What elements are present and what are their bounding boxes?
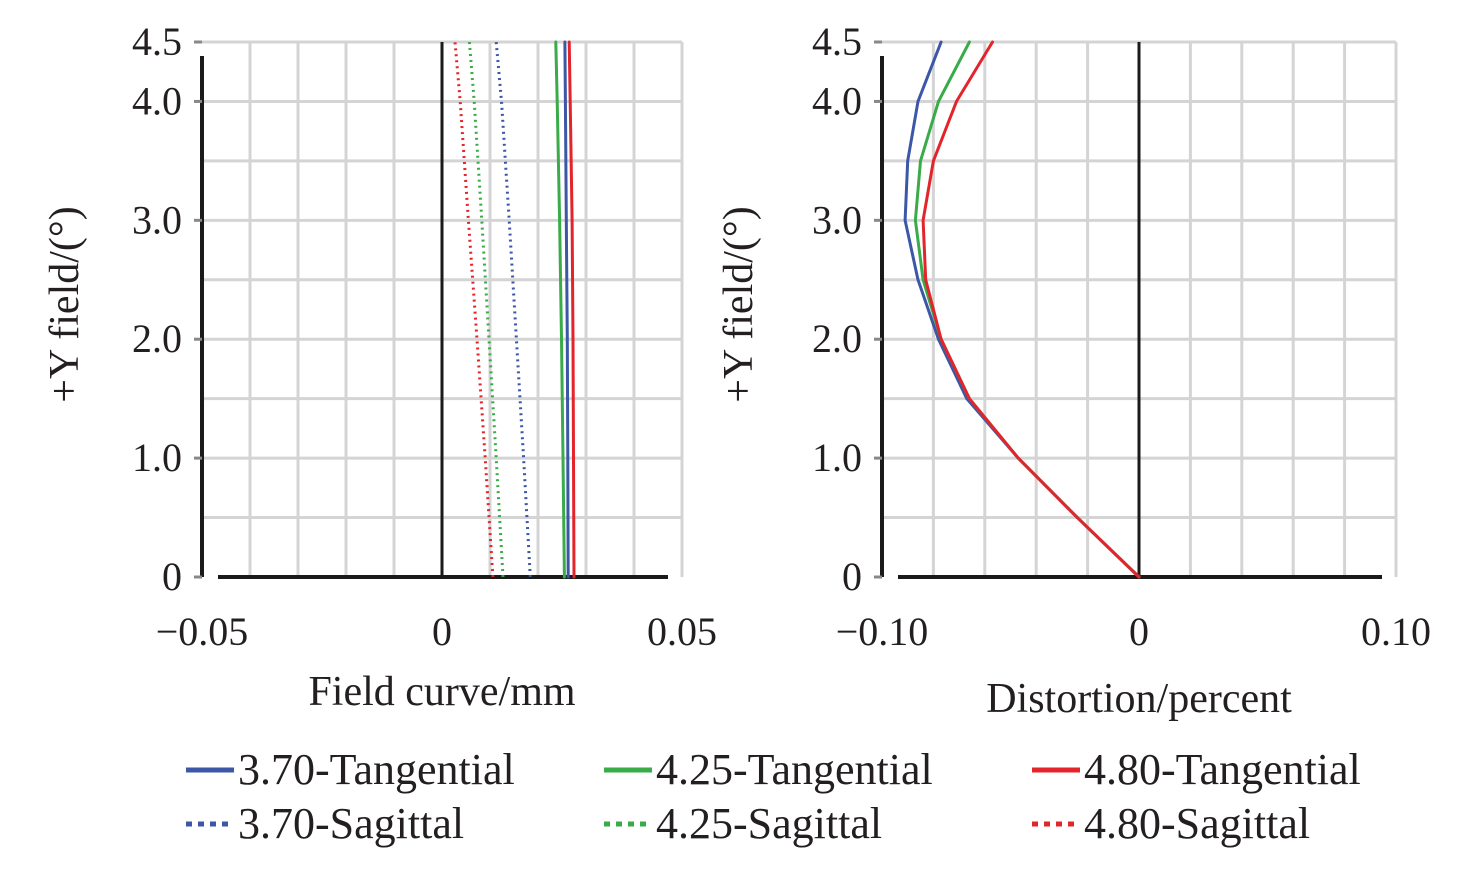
field-curve-y-tick-label: 3.0 — [132, 197, 182, 242]
legend-label: 4.80-Sagittal — [1084, 799, 1310, 848]
field-curve-x-tick-label: 0 — [432, 609, 452, 654]
field-curve-x-tick-label: 0.05 — [647, 609, 717, 654]
distortion-x-tick-label: 0 — [1129, 609, 1149, 654]
distortion-series — [903, 40, 1141, 579]
distortion-y-axis-label: +Y field/(°) — [716, 206, 762, 402]
field-curve-y-axis-label: +Y field/(°) — [42, 206, 88, 402]
distortion-series-4-80-tangential — [921, 40, 1141, 579]
distortion-y-tick-label: 1.0 — [812, 435, 862, 480]
field-curve-x-tick-label: −0.05 — [156, 609, 249, 654]
field-curve-y-tick-label: 2.0 — [132, 316, 182, 361]
field-curve-y-tick-label: 4.0 — [132, 78, 182, 123]
field-curve-series-4-25-tangential — [554, 40, 566, 579]
field-curve-series-4-25-sagittal — [467, 41, 505, 578]
field-curve-x-axis-label: Field curve/mm — [308, 669, 575, 715]
field-curve-series-3-70-tangential — [563, 40, 570, 579]
distortion-x-tick-label: 0.10 — [1361, 609, 1431, 654]
distortion-y-tick-label: 4.0 — [812, 78, 862, 123]
legend: 3.70-Tangential 4.25-Tangential 4.80-Tange… — [186, 745, 1361, 848]
legend-label: 3.70-Tangential — [238, 745, 515, 794]
field-curve-series-4-80-tangential — [567, 40, 576, 579]
field-curve-series-4-80-sagittal — [453, 41, 495, 578]
legend-label: 4.25-Tangential — [656, 745, 933, 794]
legend-label: 4.80-Tangential — [1084, 745, 1361, 794]
distortion-y-tick-label: 3.0 — [812, 197, 862, 242]
field-curve-y-tick-label: 1.0 — [132, 435, 182, 480]
distortion-y-tick-label: 2.0 — [812, 316, 862, 361]
distortion-x-axis-label: Distortion/percent — [986, 676, 1292, 722]
field-curve-chart: 0 1.0 2.0 3.0 4.0 4.5 −0.05 0 0.05 Field curve/mm… — [42, 19, 717, 715]
field-curve-y-tick-label: 4.5 — [132, 19, 182, 64]
field-curve-series — [453, 40, 576, 579]
legend-label: 4.25-Sagittal — [656, 799, 882, 848]
distortion-x-tick-label: −0.10 — [836, 609, 929, 654]
distortion-y-tick-label: 0 — [842, 554, 862, 599]
field-curve-y-tick-label: 0 — [162, 554, 182, 599]
distortion-chart: 0 1.0 2.0 3.0 4.0 4.5 −0.10 0 0.10 Distortion/per… — [716, 19, 1431, 722]
legend-label: 3.70-Sagittal — [238, 799, 464, 848]
distortion-y-tick-label: 4.5 — [812, 19, 862, 64]
field-curve-series-3-70-sagittal — [494, 41, 532, 578]
